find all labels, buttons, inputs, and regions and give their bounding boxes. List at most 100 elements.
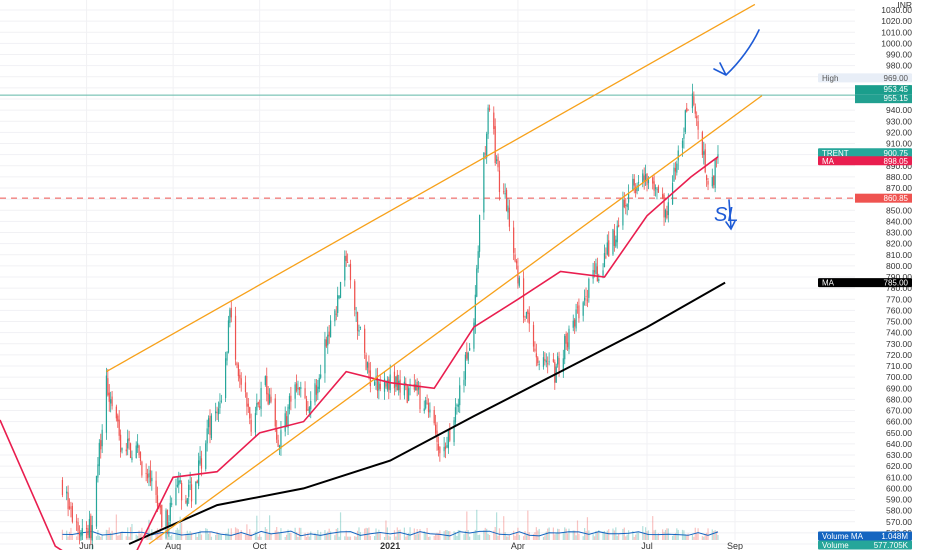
volume-bar (598, 530, 600, 540)
candle-body (687, 109, 689, 111)
candle-body (396, 374, 398, 391)
price-tick-label: 700.00 (886, 372, 912, 382)
volume-bar (120, 531, 122, 540)
volume-bar (161, 533, 163, 540)
volume-bar (156, 528, 159, 540)
candle-body (429, 409, 431, 413)
candle-body (171, 503, 173, 505)
candle-body (327, 334, 329, 346)
candle-body (284, 413, 286, 432)
volume-bar (552, 527, 554, 540)
volume-bar (663, 531, 665, 540)
candle-body (67, 492, 69, 510)
candle-body (131, 457, 133, 461)
price-tick-label: 850.00 (886, 205, 912, 215)
candle-body (439, 446, 441, 454)
channel-lower-line[interactable] (148, 95, 763, 545)
volume-bar (206, 528, 208, 540)
volume-bar (459, 530, 461, 540)
volume-bar (210, 536, 213, 540)
volume-bar (259, 534, 261, 540)
volume-bar (66, 530, 68, 540)
candle-body (324, 339, 326, 374)
volume-bar (314, 533, 316, 540)
volume-bar (433, 535, 435, 540)
volume-bar (355, 536, 357, 540)
volume-bar (532, 534, 535, 540)
candle-body (548, 361, 550, 363)
volume-bar (318, 534, 320, 540)
candle-body (388, 379, 390, 390)
candle-body (425, 400, 427, 409)
candle-body (633, 178, 635, 186)
grid (0, 0, 855, 545)
candle-body (605, 256, 607, 258)
volume-bar (456, 535, 458, 540)
volume-bar (627, 530, 630, 540)
candle-body (287, 406, 289, 428)
volume-bar (711, 529, 713, 540)
candle-body (250, 419, 252, 432)
volume-bar (467, 530, 469, 540)
candle-body (677, 150, 679, 161)
candle-body (240, 378, 242, 385)
candle-body (148, 473, 150, 478)
volume-bar (568, 528, 570, 540)
candle-body (366, 362, 369, 368)
volume-bar (376, 531, 379, 540)
time-axis[interactable]: Jun Aug Oct 2021 Apr Jul Sep (79, 541, 743, 550)
candle-body (135, 445, 137, 458)
trent-tag-bg (818, 148, 912, 158)
resistance-tag-bg (855, 85, 912, 95)
price-tick-label: 870.00 (886, 183, 912, 193)
volume-bar (141, 527, 143, 540)
candle-body (335, 313, 337, 315)
stop-loss-value: 860.85 (884, 194, 909, 203)
volume-bar (264, 527, 266, 540)
volume-bar (345, 530, 347, 540)
candle-body (244, 382, 247, 393)
price-tick-label: 1020.00 (881, 16, 912, 26)
volume-bar (358, 527, 360, 540)
volume-bar (703, 536, 705, 540)
price-tick-label: 740.00 (886, 328, 912, 338)
volume-bar (280, 528, 282, 540)
volume-bar (671, 535, 674, 540)
volume-bar (515, 532, 518, 540)
volume-bar (435, 534, 437, 540)
volume-bar (537, 530, 539, 540)
candle-body (76, 521, 78, 523)
volume-bar (98, 535, 100, 540)
candle-body (608, 240, 610, 257)
candle-body (693, 96, 695, 105)
candle-body (118, 419, 120, 436)
channel-upper-line[interactable] (106, 3, 756, 373)
candle-body (683, 133, 685, 139)
volume-bar (330, 531, 332, 540)
volume-ma-tag-label: Volume MA (822, 532, 864, 541)
candle-body (101, 429, 103, 447)
volume-bar (527, 510, 529, 540)
volume-bar (200, 534, 203, 540)
high-tag: High 969.00 (818, 73, 912, 83)
volume-bar (405, 536, 407, 540)
candle-body (105, 375, 108, 433)
price-tick-label: 640.00 (886, 439, 912, 449)
volume-bar (487, 534, 489, 540)
volume-bar (304, 532, 306, 540)
volume-bar (320, 531, 322, 540)
volume-bar (417, 533, 420, 540)
currency-label: INR (897, 0, 912, 10)
volume-bar (373, 536, 376, 540)
candle-body (225, 358, 227, 399)
candle-body (717, 154, 719, 157)
volume-bar (378, 529, 380, 540)
candle-body (88, 519, 90, 538)
volume-bar (572, 530, 574, 540)
volume-bar (453, 531, 455, 540)
volume-bar (596, 531, 598, 540)
trent-tag: TRENT 900.75 (818, 148, 912, 158)
price-tick-label: 830.00 (886, 228, 912, 238)
